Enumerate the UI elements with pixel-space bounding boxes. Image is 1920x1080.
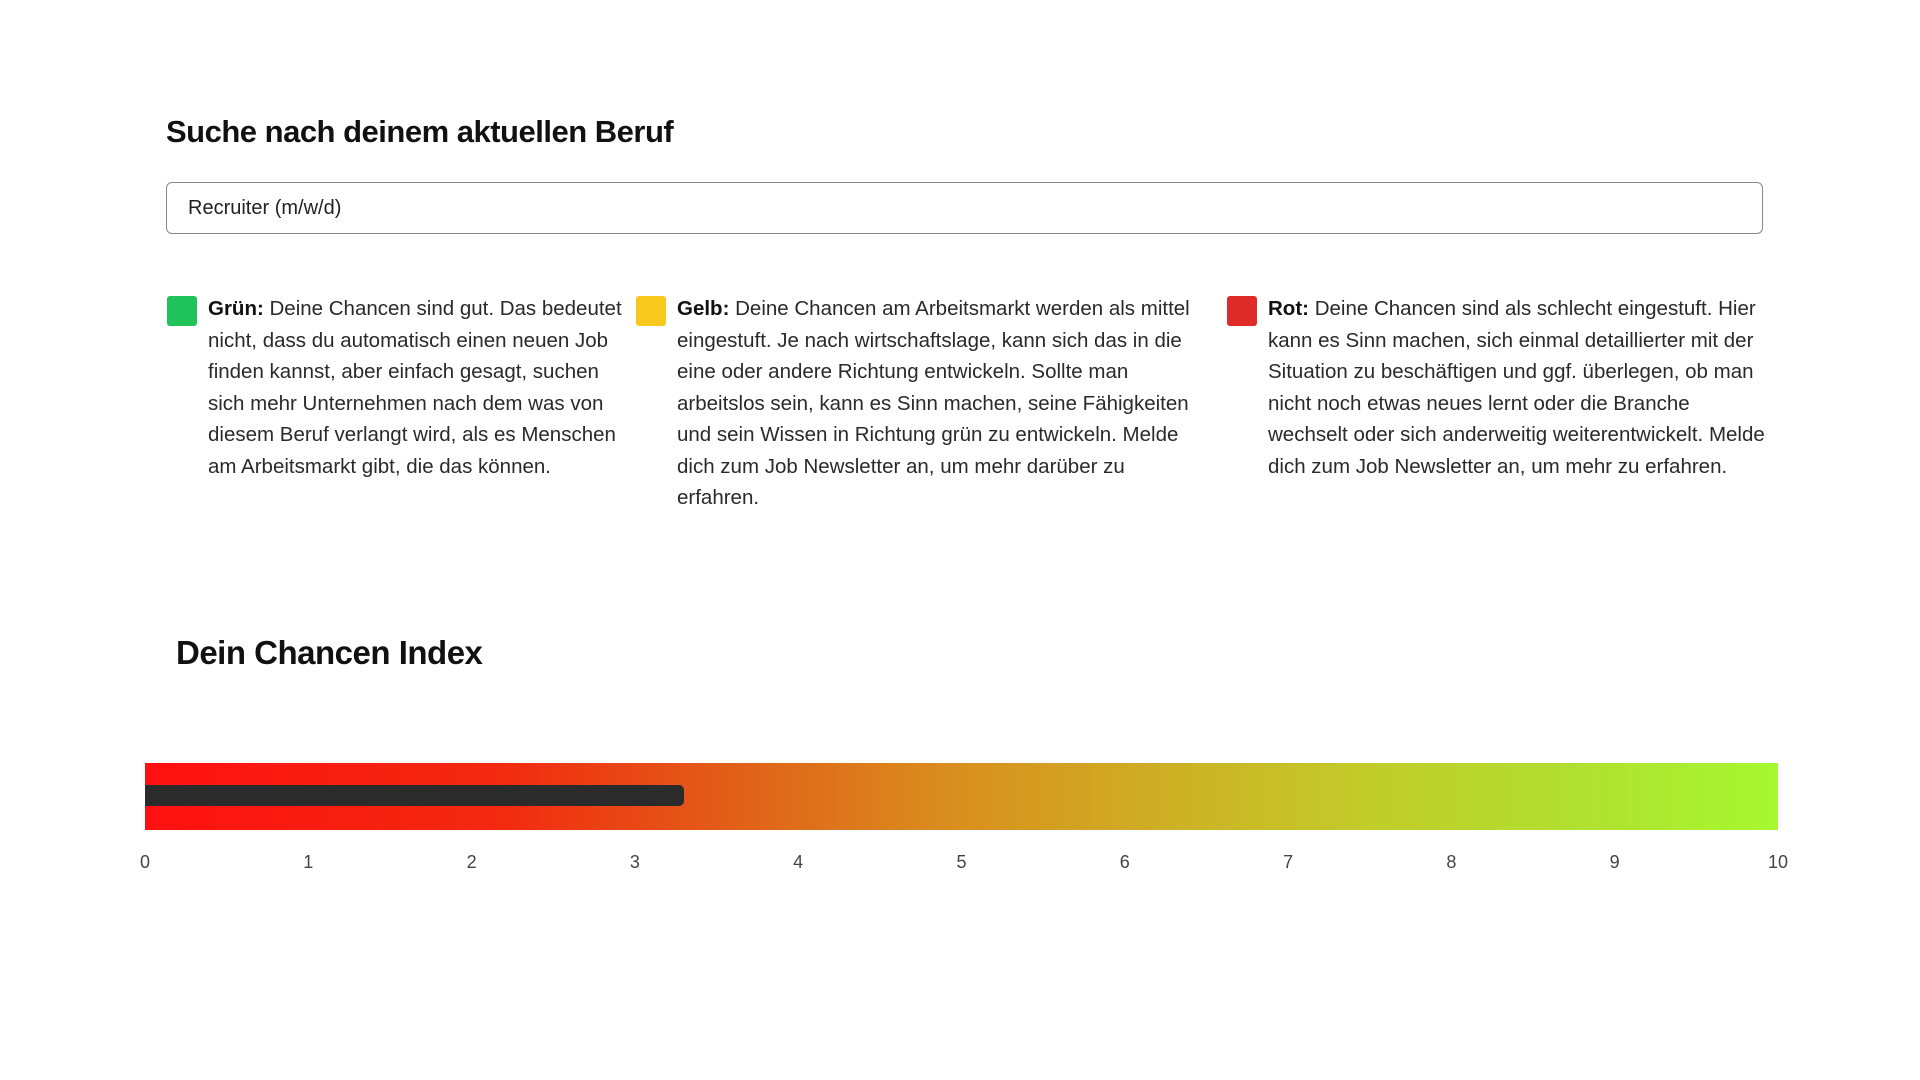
x-tick-label: 8 xyxy=(1446,852,1457,872)
legend-text: Gelb: Deine Chancen am Arbeitsmarkt werd… xyxy=(677,293,1192,514)
x-tick-label: 1 xyxy=(303,852,314,872)
x-tick-label: 6 xyxy=(1119,852,1130,872)
input-value: Recruiter (m/w/d) xyxy=(188,197,342,219)
legend-label: Rot: xyxy=(1268,297,1309,320)
legend-label: Gelb: xyxy=(677,297,730,320)
search-title: Suche nach deinem aktuellen Beruf xyxy=(166,114,674,149)
x-tick-label: 2 xyxy=(466,852,477,872)
x-tick-label: 9 xyxy=(1609,852,1620,872)
legend-description: Deine Chancen sind als schlecht eingestu… xyxy=(1268,297,1765,478)
legend-text: Grün: Deine Chancen sind gut. Das bedeut… xyxy=(208,293,628,482)
legend-text: Rot: Deine Chancen sind als schlecht ein… xyxy=(1268,293,1768,482)
x-tick-label: 3 xyxy=(629,852,640,872)
gauge-bar xyxy=(145,763,1778,830)
x-tick-label: 4 xyxy=(793,852,804,872)
legend-description: Deine Chancen sind gut. Das bedeutet nic… xyxy=(208,297,622,478)
legend-swatch xyxy=(636,296,666,326)
x-tick-label: 5 xyxy=(956,852,967,872)
index-title: Dein Chancen Index xyxy=(176,634,483,671)
legend-swatch xyxy=(1227,296,1257,326)
x-tick-label: 7 xyxy=(1283,852,1294,872)
x-tick-label: 0 xyxy=(139,852,151,872)
gauge-indicator xyxy=(145,785,684,806)
job-search-input[interactable]: Recruiter (m/w/d) xyxy=(166,182,1763,234)
legend-description: Deine Chancen am Arbeitsmarkt werden als… xyxy=(677,297,1190,509)
legend-label: Grün: xyxy=(208,297,264,320)
legend-swatch xyxy=(167,296,197,326)
x-tick-label: 10 xyxy=(1767,852,1789,872)
